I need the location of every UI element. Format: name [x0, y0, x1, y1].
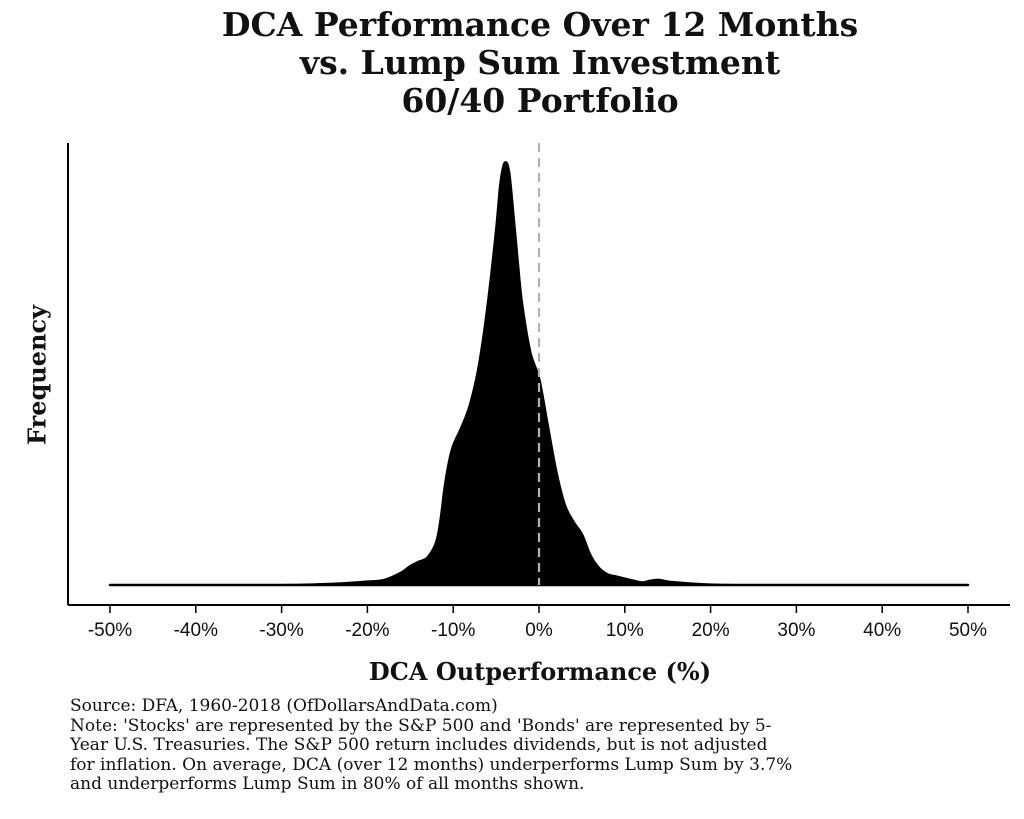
source-line: Source: DFA, 1960-2018 (OfDollarsAndData… — [70, 696, 498, 716]
note-line-3: for inflation. On average, DCA (over 12 … — [70, 754, 793, 775]
x-axis-label: DCA Outperformance (%) — [368, 657, 712, 686]
title-line-3: 60/40 Portfolio — [401, 81, 679, 120]
x-tick-label: 0% — [525, 620, 553, 641]
title-line-2: vs. Lump Sum Investment — [299, 43, 781, 82]
x-tick-label: -30% — [259, 620, 303, 641]
note-line-4: and underperforms Lump Sum in 80% of all… — [70, 774, 585, 794]
note-line-2: Year U.S. Treasuries. The S&P 500 return… — [70, 735, 768, 755]
x-tick-label: 40% — [863, 620, 901, 641]
x-tick-label: 30% — [777, 620, 815, 641]
x-tick-label: 20% — [692, 620, 730, 641]
caption: Source: DFA, 1960-2018 (OfDollarsAndData… — [70, 696, 1010, 795]
density-area — [108, 160, 970, 587]
plot-marks: -50% -40% -30% -20% -10% 0% 10% 20% 30% 40% 50% — [67, 143, 1010, 641]
x-tick-label: -40% — [174, 620, 218, 641]
x-tick-label: -20% — [345, 620, 389, 641]
x-tick-label: 50% — [949, 620, 987, 641]
x-tick-label: 10% — [606, 620, 644, 641]
x-tick-label: -50% — [88, 620, 132, 641]
title-line-1: DCA Performance Over 12 Months — [221, 5, 859, 44]
chart-title: DCA Performance Over 12 Months vs. Lump … — [0, 6, 1024, 120]
note-line-1: Note: 'Stocks' are represented by the S&… — [70, 715, 772, 736]
x-tick-label: -10% — [431, 620, 475, 641]
